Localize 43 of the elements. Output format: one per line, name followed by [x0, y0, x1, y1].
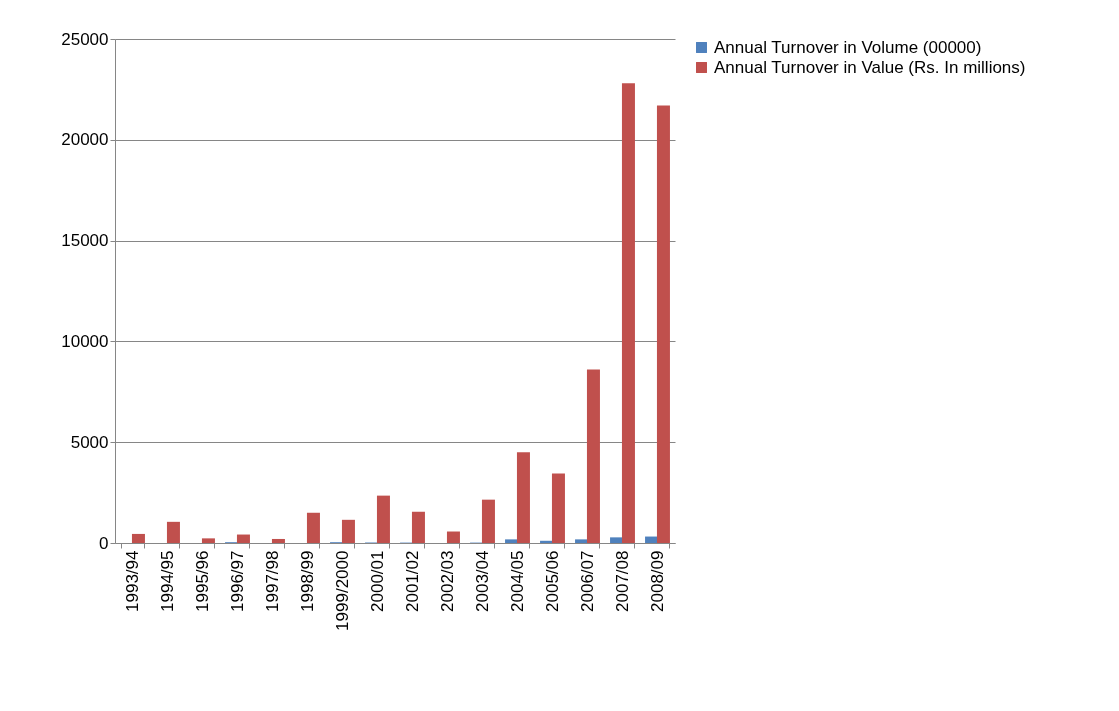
- y-tick-label: 10000: [61, 331, 109, 351]
- x-tick-label: 2000/01: [368, 550, 387, 612]
- y-tick-label: 5000: [70, 432, 109, 452]
- bar: [271, 538, 285, 543]
- bar: [516, 452, 530, 543]
- bar: [376, 495, 390, 543]
- x-tick-label: 2007/08: [613, 550, 632, 612]
- x-tick-label: 2002/03: [438, 550, 457, 612]
- bar: [610, 537, 624, 543]
- x-tick-label: 1993/94: [123, 550, 142, 612]
- bar: [411, 511, 425, 543]
- x-tick-label: 2006/07: [578, 550, 597, 612]
- bar: [481, 499, 495, 543]
- x-tick-label: 1994/95: [158, 550, 177, 612]
- bar: [586, 369, 600, 543]
- x-tick-label: 1995/96: [193, 550, 212, 612]
- bar: [656, 105, 670, 543]
- x-tick-label: 1998/99: [298, 550, 317, 612]
- y-tick-label: 20000: [61, 130, 109, 150]
- bar: [306, 512, 320, 543]
- y-tick-label: 25000: [61, 29, 109, 49]
- legend-label: Annual Turnover in Volume (00000): [714, 37, 982, 57]
- x-tick-label: 2001/02: [403, 550, 422, 612]
- x-tick-label: 1996/97: [228, 550, 247, 612]
- bar: [446, 531, 460, 543]
- x-tick-label: 2005/06: [543, 550, 562, 612]
- y-tick-label: 0: [99, 533, 109, 553]
- legend-label: Annual Turnover in Value (Rs. In millions): [714, 57, 1026, 77]
- bar: [341, 519, 355, 543]
- x-tick-label: 2004/05: [508, 550, 527, 612]
- bar: [505, 539, 519, 543]
- bar: [575, 539, 589, 543]
- bar: [621, 83, 635, 543]
- x-tick-label: 1999/2000: [333, 550, 352, 631]
- bar: [236, 534, 250, 543]
- x-tick-label: 2003/04: [473, 550, 492, 612]
- bar: [131, 533, 145, 543]
- x-tick-label: 2008/09: [648, 550, 667, 612]
- x-tick-label: 1997/98: [263, 550, 282, 612]
- bar: [166, 521, 180, 543]
- bar: [551, 473, 565, 543]
- y-tick-label: 15000: [61, 231, 109, 251]
- bar: [201, 538, 215, 543]
